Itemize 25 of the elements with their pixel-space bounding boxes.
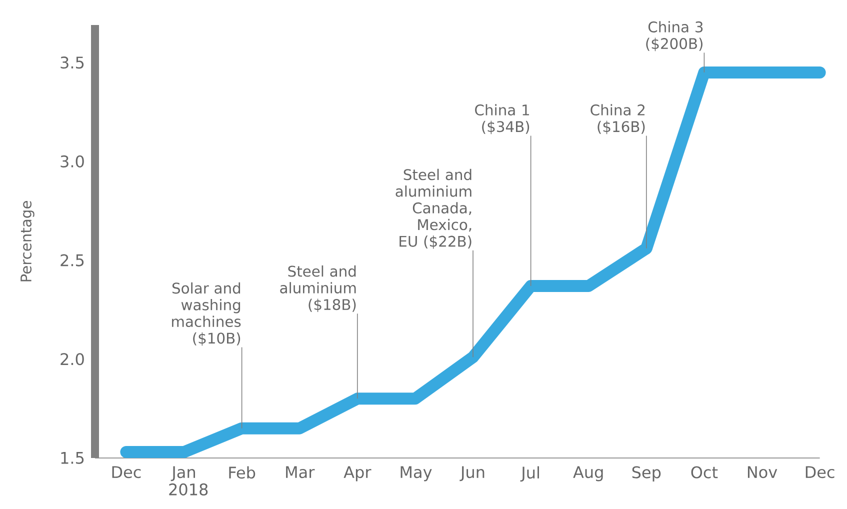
annotation: China 3 ($200B)	[646, 21, 703, 52]
x-tick-label: Nov	[748, 466, 778, 478]
annotation: Steel and aluminium Canada, Mexico, EU ($22B)	[396, 168, 472, 249]
x-tick-label: Apr	[344, 466, 372, 482]
annotation: Solar and washing machines ($10B)	[172, 282, 241, 346]
x-tick-label: Dec	[112, 466, 141, 478]
x-tick-label: Dec	[806, 466, 834, 478]
x-tick-label: May	[400, 466, 432, 482]
x-tick-label: Mar	[286, 466, 315, 478]
y-tick-label: 2.5	[60, 254, 84, 266]
x-tick-label: Jun	[460, 466, 484, 482]
x-tick-label: Jan 2018	[169, 466, 208, 496]
annotation: Steel and aluminium ($18B)	[280, 265, 356, 312]
y-tick-label: 1.5	[61, 452, 84, 464]
x-tick-label: Oct	[691, 466, 718, 478]
annotation: China 2 ($16B)	[590, 104, 645, 134]
y-tick-label: 2.0	[60, 353, 84, 366]
y-tick-label: 3.0	[60, 155, 84, 168]
x-tick-label: Aug	[573, 466, 603, 482]
x-tick-label: Sep	[632, 466, 661, 482]
annotation: China 1 ($34B)	[475, 104, 530, 134]
y-tick-label: 3.5	[60, 56, 84, 69]
x-tick-label: Feb	[229, 466, 256, 479]
x-tick-label: Jul	[520, 466, 539, 482]
y-axis-title: Percentage	[20, 201, 34, 282]
